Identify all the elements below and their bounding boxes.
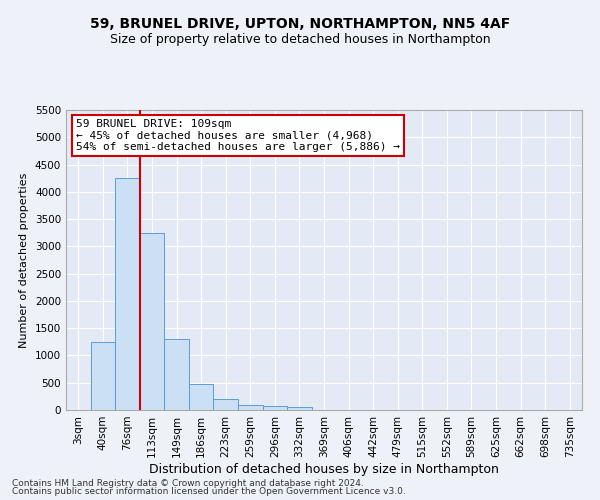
Y-axis label: Number of detached properties: Number of detached properties [19,172,29,348]
Bar [189,384,214,410]
Bar [140,232,164,410]
Bar [214,398,238,410]
Text: 59, BRUNEL DRIVE, UPTON, NORTHAMPTON, NN5 4AF: 59, BRUNEL DRIVE, UPTON, NORTHAMPTON, NN… [90,18,510,32]
Bar [287,408,312,410]
X-axis label: Distribution of detached houses by size in Northampton: Distribution of detached houses by size … [149,462,499,475]
Text: Contains public sector information licensed under the Open Government Licence v3: Contains public sector information licen… [12,487,406,496]
Text: 59 BRUNEL DRIVE: 109sqm
← 45% of detached houses are smaller (4,968)
54% of semi: 59 BRUNEL DRIVE: 109sqm ← 45% of detache… [76,119,400,152]
Bar [164,338,189,410]
Bar [91,342,115,410]
Text: Contains HM Land Registry data © Crown copyright and database right 2024.: Contains HM Land Registry data © Crown c… [12,478,364,488]
Text: Size of property relative to detached houses in Northampton: Size of property relative to detached ho… [110,32,490,46]
Bar [115,178,140,410]
Bar [263,406,287,410]
Bar [238,404,263,410]
